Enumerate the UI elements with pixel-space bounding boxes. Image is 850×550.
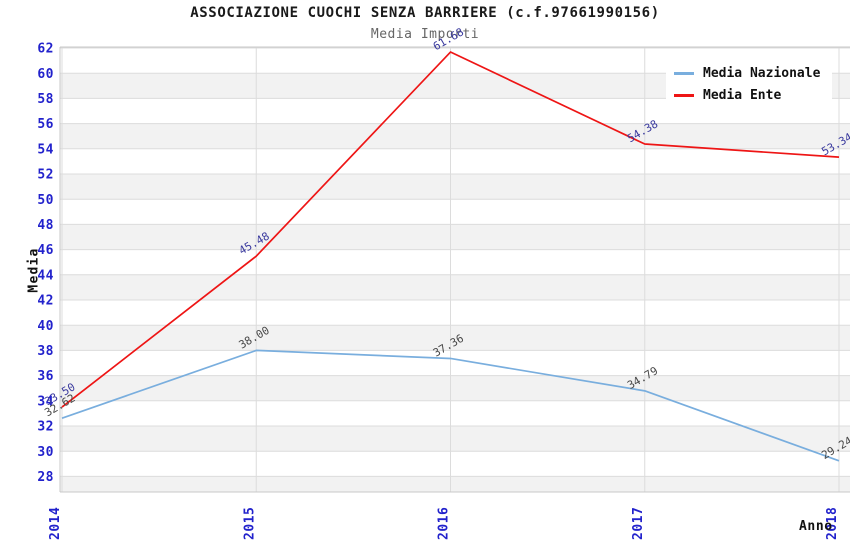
y-tick-label: 58 — [37, 92, 54, 107]
x-tick-label: 2017 — [631, 507, 646, 540]
series-line-media-nazionale — [61, 349, 840, 462]
plot-band — [60, 325, 850, 351]
y-tick-label: 28 — [37, 470, 54, 485]
series-line-media-ente — [61, 51, 840, 408]
chart-subtitle: Media Importi — [370, 27, 480, 42]
y-tick-label: 38 — [37, 344, 54, 359]
y-tick-label: 46 — [37, 243, 54, 258]
y-tick-label: 52 — [37, 168, 54, 183]
y-tick-label: 60 — [37, 67, 54, 82]
x-axis-title: Anno — [799, 519, 833, 534]
data-label: 61.68 — [431, 25, 466, 53]
plot-band — [60, 174, 850, 200]
y-tick-label: 34 — [37, 394, 54, 409]
plot-band — [60, 274, 850, 301]
y-tick-label: 42 — [37, 294, 54, 309]
plot-band — [60, 476, 850, 492]
x-tick-label: 2014 — [48, 507, 63, 540]
legend-label-nazionale: Media Nazionale — [703, 65, 821, 81]
y-axis-title: Media — [26, 247, 42, 293]
plot-band — [60, 224, 850, 250]
y-tick-label: 32 — [37, 420, 54, 435]
y-tick-label: 48 — [37, 218, 54, 233]
legend-swatch-ente-icon — [674, 93, 694, 97]
y-tick-label: 50 — [37, 193, 54, 208]
legend-item-media-nazionale: Media Nazionale — [674, 62, 824, 84]
x-tick-label: 2015 — [242, 507, 257, 540]
y-tick-label: 56 — [37, 117, 54, 132]
plot-band — [60, 375, 850, 401]
y-tick-label: 54 — [37, 142, 54, 157]
legend-swatch-nazionale-icon — [674, 71, 694, 75]
y-tick-label: 36 — [37, 369, 54, 384]
y-tick-label: 30 — [37, 445, 54, 460]
legend-label-ente: Media Ente — [703, 87, 782, 103]
chart-title: ASSOCIAZIONE CUOCHI SENZA BARRIERE (c.f.… — [190, 5, 660, 21]
plot-band — [60, 123, 850, 149]
y-tick-label: 40 — [37, 319, 54, 334]
y-tick-label: 44 — [37, 268, 54, 283]
x-tick-label: 2016 — [437, 507, 452, 540]
legend: Media Nazionale Media Ente — [666, 57, 832, 111]
y-tick-label: 62 — [37, 42, 54, 57]
legend-item-media-ente: Media Ente — [674, 84, 824, 106]
x-tick-label: 2018 — [825, 507, 840, 540]
plot-band — [60, 426, 850, 452]
